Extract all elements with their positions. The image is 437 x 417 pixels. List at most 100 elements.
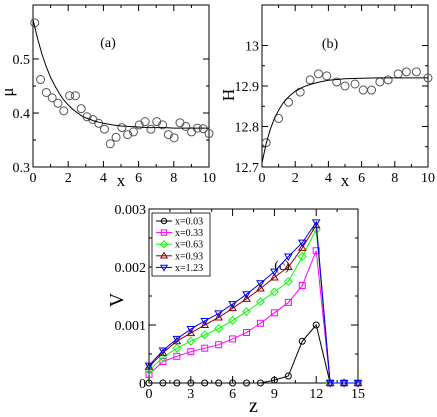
data-point xyxy=(298,337,306,345)
axes-1: 0 2 4 6 8 10 12.7 12.8 12.9 13 x H (b) xyxy=(219,4,435,190)
data-point xyxy=(159,358,167,366)
x-tick-label: 9 xyxy=(271,387,278,402)
data-point xyxy=(228,315,238,325)
data-point xyxy=(105,139,115,149)
data-point xyxy=(270,309,278,317)
y-tick-label: 0.003 xyxy=(115,203,147,218)
data-point xyxy=(215,341,223,349)
data-point xyxy=(198,124,208,134)
data-point xyxy=(313,69,323,79)
data-point xyxy=(201,344,209,352)
series-line xyxy=(149,323,358,384)
x-tick-label: 4 xyxy=(100,171,107,186)
data-point xyxy=(214,323,224,333)
data-point xyxy=(295,87,305,97)
axes-0: 0 2 4 6 8 10 0.3 0.4 0.5 x μ (a) xyxy=(0,4,216,190)
data-point xyxy=(159,379,167,387)
data-point xyxy=(353,380,363,388)
fit-curve xyxy=(261,77,428,164)
x-tick-label: 3 xyxy=(187,387,194,402)
data-point xyxy=(312,247,320,255)
data-point xyxy=(284,97,294,107)
x-axis-label: x xyxy=(341,171,350,190)
x-tick-label: 15 xyxy=(351,387,365,402)
data-point xyxy=(173,379,181,387)
data-point xyxy=(140,117,150,127)
data-point xyxy=(283,276,293,287)
data-point xyxy=(242,307,252,317)
plot-frame xyxy=(261,4,429,168)
data-point xyxy=(47,93,57,103)
x-tick-label: 2 xyxy=(292,171,299,186)
data-point xyxy=(298,282,306,290)
data-point xyxy=(53,98,63,108)
data-point xyxy=(350,79,360,89)
x-tick-label: 8 xyxy=(170,171,177,186)
data-point xyxy=(111,132,121,142)
data-point xyxy=(339,380,349,388)
data-point xyxy=(36,75,46,85)
x-tick-label: 6 xyxy=(229,387,236,402)
data-point xyxy=(59,106,69,116)
data-point xyxy=(229,335,237,343)
data-point xyxy=(297,239,307,248)
data-point xyxy=(297,252,307,262)
data-point xyxy=(187,348,195,356)
data-point xyxy=(200,330,210,340)
data-point xyxy=(256,283,265,292)
axes-2: 0 3 6 9 12 15 0 0.001 0.002 0.003 z V (c) x=0.03x=0.3… xyxy=(106,203,365,417)
x-tick-label: 6 xyxy=(358,171,365,186)
plot-frame xyxy=(32,4,210,168)
panel-label: (c) xyxy=(274,259,290,274)
legend: x=0.03x=0.33x=0.63x=0.93x=1.23 xyxy=(151,212,211,277)
data-point xyxy=(242,291,251,299)
data-point xyxy=(215,379,223,387)
data-point xyxy=(229,379,237,387)
y-axis-label: μ xyxy=(0,87,17,96)
series-x=0.03 xyxy=(145,321,362,387)
data-point xyxy=(144,362,154,371)
data-point xyxy=(242,294,251,302)
x-tick-label: 10 xyxy=(421,171,435,186)
data-point xyxy=(76,104,86,114)
data-point xyxy=(375,77,385,87)
y-tick-label: 12.8 xyxy=(235,121,260,136)
data-point xyxy=(187,127,197,137)
data-point xyxy=(158,120,168,130)
data-point xyxy=(256,379,264,387)
legend-label: x=0.63 xyxy=(175,240,203,251)
data-point xyxy=(128,127,138,137)
data-point xyxy=(172,335,182,344)
data-point xyxy=(367,85,377,95)
data-point xyxy=(117,123,127,133)
data-point xyxy=(175,118,185,128)
legend-marker xyxy=(159,239,169,249)
data-point xyxy=(340,81,350,91)
legend-marker xyxy=(160,217,168,225)
data-point xyxy=(311,219,321,227)
data-point xyxy=(283,253,293,262)
data-point xyxy=(270,268,279,277)
x-tick-label: 0 xyxy=(30,171,37,186)
x-axis-label: z xyxy=(249,395,258,417)
legend-marker xyxy=(160,229,168,236)
x-tick-label: 0 xyxy=(259,171,266,186)
data-point xyxy=(186,326,196,334)
data-point xyxy=(41,87,51,97)
x-tick-label: 6 xyxy=(135,171,142,186)
y-tick-label: 13 xyxy=(245,40,259,55)
data-point xyxy=(270,376,278,384)
data-point xyxy=(256,319,264,327)
data-point xyxy=(325,380,335,388)
data-point xyxy=(411,67,421,77)
x-axis-label: x xyxy=(117,171,126,190)
data-point xyxy=(261,138,271,148)
data-point xyxy=(169,133,179,143)
data-point xyxy=(146,124,156,134)
y-tick-label: 0.4 xyxy=(13,107,31,122)
data-point xyxy=(256,280,265,288)
data-point xyxy=(214,312,224,321)
x-tick-label: 4 xyxy=(325,171,332,186)
data-point xyxy=(270,272,279,281)
